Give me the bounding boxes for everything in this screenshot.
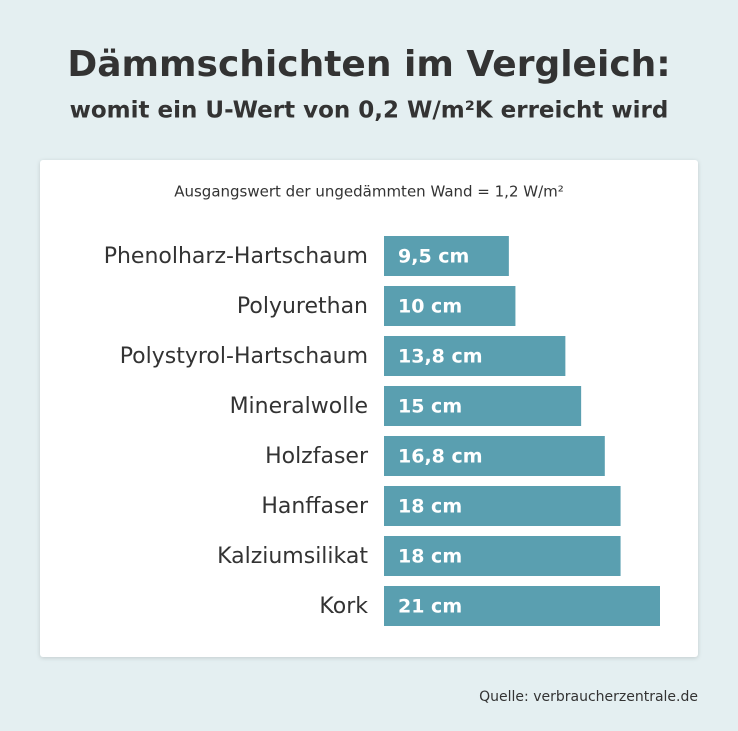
bar [384, 286, 516, 326]
bar [384, 436, 605, 476]
value-label: 21 cm [398, 596, 462, 618]
source: Quelle: verbraucherzentrale.de [479, 689, 698, 705]
value-label: 15 cm [398, 396, 462, 418]
category-label: Kork [319, 594, 368, 619]
category-label: Polystyrol-Hartschaum [120, 344, 368, 369]
value-label: 16,8 cm [398, 446, 483, 468]
value-label: 13,8 cm [398, 346, 483, 368]
category-label: Polyurethan [237, 294, 368, 319]
category-label: Mineralwolle [230, 394, 368, 419]
category-label: Kalziumsilikat [217, 544, 368, 569]
note: Ausgangswert der ungedämmten Wand = 1,2 … [174, 183, 564, 201]
card [40, 160, 698, 657]
value-label: 10 cm [398, 296, 462, 318]
bar [384, 386, 582, 426]
value-label: 18 cm [398, 546, 462, 568]
bar [384, 586, 660, 626]
value-label: 18 cm [398, 496, 462, 518]
bar [384, 236, 509, 276]
category-label: Phenolharz-Hartschaum [104, 244, 368, 269]
bar [384, 486, 621, 526]
bar [384, 536, 621, 576]
category-label: Hanffaser [261, 494, 369, 519]
chart-subtitle: womit ein U-Wert von 0,2 W/m²K erreicht … [70, 98, 669, 124]
category-label: Holzfaser [265, 444, 369, 469]
bar [384, 336, 566, 376]
value-label: 9,5 cm [398, 246, 469, 268]
chart-title: Dämmschichten im Vergleich: [67, 44, 670, 85]
